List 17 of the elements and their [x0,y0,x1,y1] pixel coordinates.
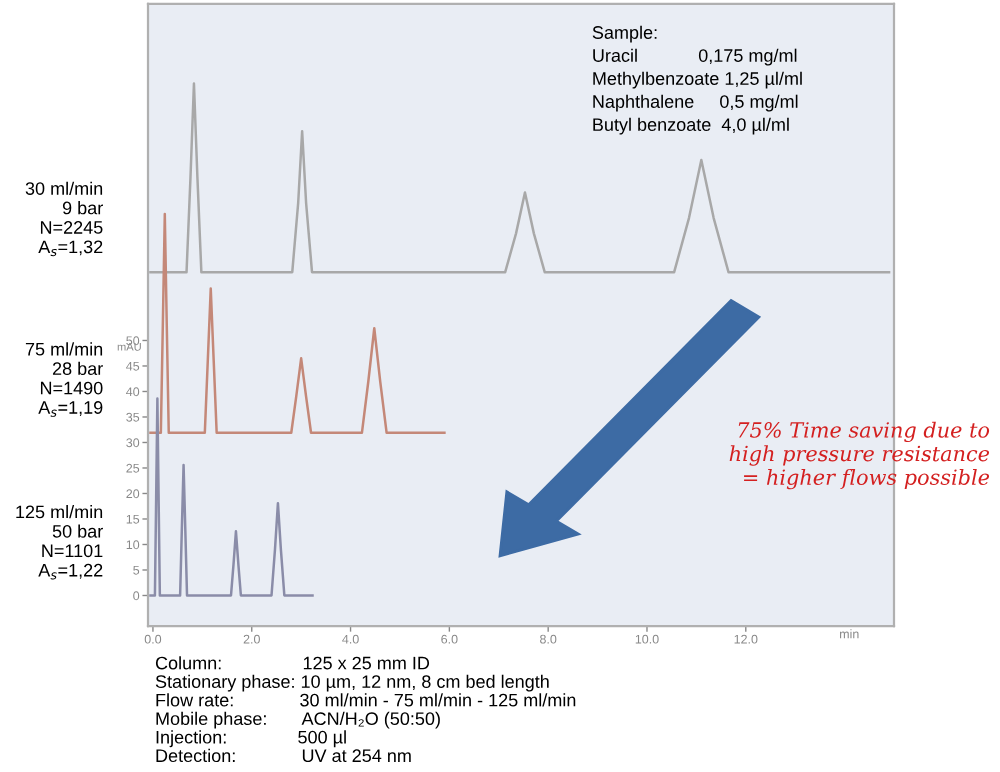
text: Column: 125 x 25 mm ID [155,656,430,670]
text: Injection: 500 µl [156,730,346,748]
line-series [149,397,314,597]
text: 75 ml/min 28 bar N=1490 A$_{s}$=1,19 [25,342,103,417]
text: Mobile phase: ACN/H₂O (50:50) [156,711,440,729]
text: Flow rate: 30 ml/min - 75 ml/min - 125 ml/min [156,693,576,707]
text: 125 ml/min 50 bar N=1101 A$_{s}$=1,22 [16,505,103,580]
annotation: 75% Time saving due to high pressure resistance = higher flows possible [729,421,990,490]
text: Detection: UV at 254 nm [156,748,411,763]
annotation: Butyl benzoate 4,0 µl/ml [593,117,789,135]
annotation: Naphthalene 0,5 mg/ml [593,94,798,112]
line-series [149,212,446,435]
annotation: Uracil 0,175 mg/ml [593,48,797,66]
annotation: Sample: [592,25,657,43]
text: 30 ml/min 9 bar N=2245 A$_{s}$=1,32 [25,181,103,257]
annotation: Methylbenzoate 1,25 µl/ml [593,71,802,89]
text: Stationary phase: 10 µm, 12 nm, 8 cm bed length [155,674,549,692]
